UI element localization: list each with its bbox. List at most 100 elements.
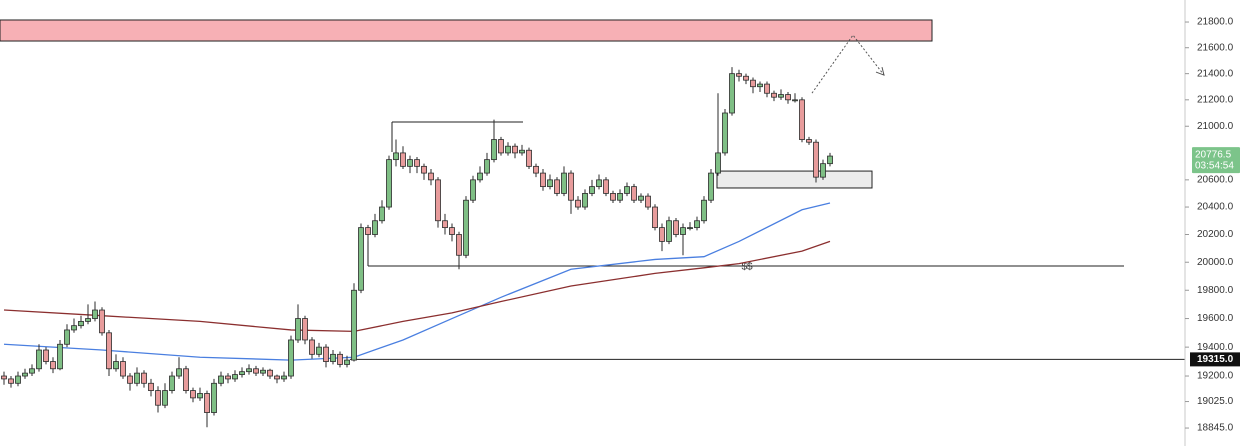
candle-body <box>806 139 812 143</box>
y-tick-label: 21400.0 <box>1197 68 1234 79</box>
candle-body <box>281 375 287 380</box>
y-tick-label: 19200.0 <box>1197 371 1234 382</box>
candle-body <box>414 159 420 167</box>
candle-body <box>295 318 301 341</box>
candle-body <box>505 145 511 154</box>
candle-body <box>708 172 714 201</box>
candle-body <box>540 172 546 188</box>
candle-body <box>533 165 539 174</box>
candle-body <box>64 329 70 345</box>
candle-body <box>232 374 238 380</box>
candle-body <box>309 339 315 355</box>
candle-body <box>78 320 84 327</box>
y-tick-label: 21600.0 <box>1197 42 1234 53</box>
candle-body <box>687 227 693 230</box>
candle-body <box>491 139 497 161</box>
candle-body <box>743 75 749 81</box>
y-tick-label: 20600.0 <box>1197 174 1234 185</box>
candle-body <box>274 375 280 380</box>
candle-body <box>638 195 644 201</box>
moving-average <box>3 240 831 333</box>
y-tick-label: 20400.0 <box>1197 202 1234 213</box>
candle-body <box>463 199 469 256</box>
candle-body <box>302 318 308 341</box>
candle-body <box>204 393 210 413</box>
candle-body <box>1 375 7 380</box>
candle-body <box>694 220 700 229</box>
candle-body <box>596 179 602 188</box>
candle-body <box>225 375 231 380</box>
candle-body <box>442 220 448 229</box>
candle-body <box>260 369 266 374</box>
candle-body <box>316 346 322 355</box>
candle-body <box>176 368 182 377</box>
candle-body <box>421 165 427 174</box>
candle-body <box>736 73 742 77</box>
candle-body <box>330 353 336 362</box>
candle-body <box>820 163 826 178</box>
y-tick-label: 20200.0 <box>1197 229 1234 240</box>
candle-body <box>778 94 784 98</box>
candle-body <box>645 195 651 208</box>
candle-body <box>750 79 756 88</box>
candle-body <box>729 73 735 114</box>
candle-body <box>211 382 217 413</box>
candle-body <box>141 372 147 384</box>
candle-body <box>757 83 763 88</box>
candle-body <box>134 372 140 384</box>
candle-body <box>99 309 105 334</box>
candle-body <box>29 368 35 374</box>
candle-body <box>771 92 777 98</box>
candle-body <box>652 206 658 229</box>
candle-body <box>512 145 518 154</box>
candle-body <box>190 390 196 399</box>
y-tick-label: 20000.0 <box>1197 257 1234 268</box>
candle-body <box>113 361 119 370</box>
candle-body <box>484 159 490 174</box>
candle-body <box>183 368 189 391</box>
candle-body <box>603 179 609 194</box>
candle-body <box>218 375 224 384</box>
candle-body <box>127 375 133 384</box>
candle-body <box>792 99 798 102</box>
candle-body <box>162 390 168 406</box>
y-tick-label: 21200.0 <box>1197 94 1234 105</box>
candle-body <box>498 139 504 154</box>
candle-body <box>400 152 406 167</box>
candle-body <box>36 349 42 370</box>
candle-body <box>22 372 28 377</box>
marked-level-label: 19315.0 <box>1197 354 1234 365</box>
last-price-tag <box>1192 147 1240 174</box>
candle-body <box>722 112 728 154</box>
y-tick-label: 21000.0 <box>1197 121 1234 132</box>
candle-body <box>372 220 378 235</box>
candle-body <box>323 346 329 362</box>
y-tick-label: 19600.0 <box>1197 313 1234 324</box>
candle-body <box>631 186 637 201</box>
candle-body <box>568 172 574 201</box>
candle-body <box>435 179 441 222</box>
liquidity-label: $$ <box>741 262 753 273</box>
candle-body <box>43 349 49 362</box>
candle-body <box>582 193 588 208</box>
candle-body <box>246 368 252 373</box>
candle-body <box>358 227 364 291</box>
candle-body <box>827 155 833 165</box>
candle-body <box>148 382 154 391</box>
projection-arrow <box>811 34 885 94</box>
candle-body <box>701 199 707 222</box>
y-tick-label: 19800.0 <box>1197 285 1234 296</box>
candle-body <box>680 227 686 235</box>
candle-body <box>659 227 665 242</box>
candle-body <box>8 378 14 384</box>
candle-body <box>428 172 434 181</box>
projection-arrowhead <box>875 66 885 76</box>
candle-body <box>197 393 203 399</box>
candle-body <box>470 179 476 201</box>
y-tick-label: 18845.0 <box>1197 423 1234 434</box>
marked-level-tag <box>1190 352 1240 367</box>
candle-body <box>337 353 343 365</box>
candle-body <box>386 159 392 208</box>
candle-body <box>799 99 805 140</box>
